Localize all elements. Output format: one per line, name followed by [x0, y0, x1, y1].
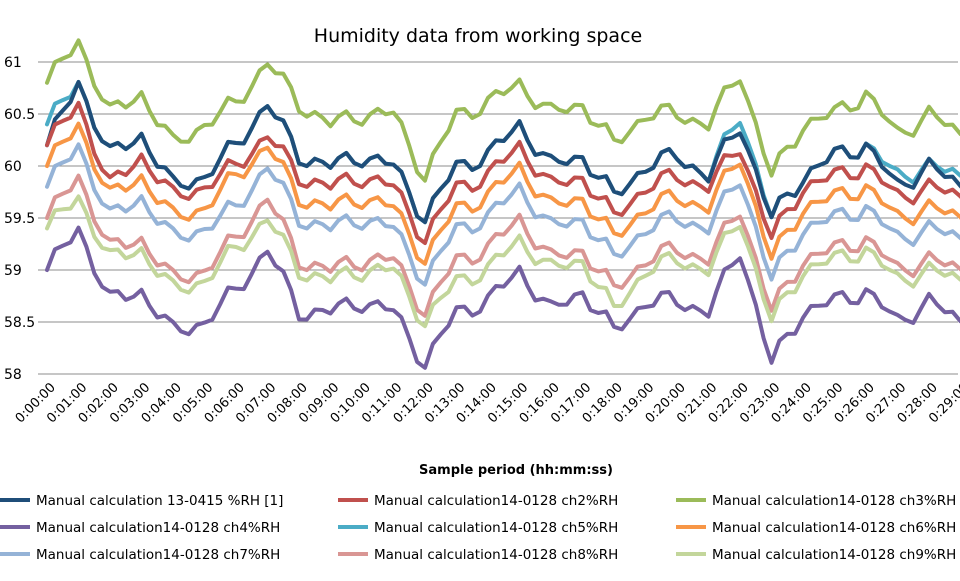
- series-line: [45, 80, 960, 225]
- series-line: [45, 142, 960, 287]
- series-lines: [45, 38, 960, 370]
- chart-title: Humidity data from working space: [314, 25, 642, 47]
- x-axis-label: Sample period (hh:mm:ss): [419, 463, 613, 478]
- series-line: [45, 100, 960, 245]
- legend-label: Manual calculation14-0128 ch2%RH: [374, 493, 618, 509]
- series-line: [45, 225, 960, 370]
- legend: Manual calculation 13-0415 %RH [1] Manual…: [0, 493, 956, 563]
- y-tick-label: 58.5: [4, 315, 35, 331]
- legend-label: Manual calculation14-0128 ch5%RH: [374, 520, 618, 536]
- series-line: [45, 38, 960, 183]
- y-tick-label: 59: [4, 263, 22, 279]
- x-axis-ticks: 0:00:000:01:000:02:000:03:000:04:000:05:…: [13, 380, 960, 426]
- y-tick-label: 60: [4, 159, 22, 175]
- y-axis-ticks: 58 58.5 59 59.5 60 60.5 61: [4, 55, 35, 383]
- legend-label: Manual calculation14-0128 ch4%RH: [36, 520, 280, 536]
- legend-label: Manual calculation14-0128 ch8%RH: [374, 547, 618, 563]
- y-tick-label: 61: [4, 55, 22, 71]
- legend-label: Manual calculation14-0128 ch3%RH: [712, 493, 956, 509]
- y-tick-label: 58: [4, 367, 22, 383]
- series-line: [45, 173, 960, 318]
- legend-label: Manual calculation14-0128 ch7%RH: [36, 547, 280, 563]
- series-line: [45, 121, 960, 266]
- legend-label: Manual calculation14-0128 ch6%RH: [712, 520, 956, 536]
- y-tick-label: 59.5: [4, 211, 35, 227]
- y-tick-label: 60.5: [4, 107, 35, 123]
- series-line: [45, 194, 960, 329]
- legend-label: Manual calculation 13-0415 %RH [1]: [36, 493, 283, 509]
- legend-label: Manual calculation14-0128 ch9%RH: [712, 547, 956, 563]
